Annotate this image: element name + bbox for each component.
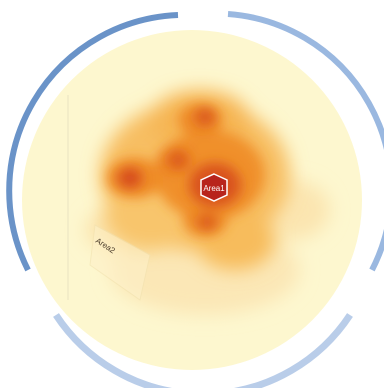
ring-segment-top-left[interactable] xyxy=(6,12,179,272)
area1-marker[interactable]: Area1 xyxy=(200,173,228,202)
ring-segment-top-right[interactable] xyxy=(227,11,384,272)
ring-segment-bottom[interactable] xyxy=(53,313,353,388)
area2-region[interactable] xyxy=(89,224,151,301)
area1-label: Area1 xyxy=(203,184,225,193)
